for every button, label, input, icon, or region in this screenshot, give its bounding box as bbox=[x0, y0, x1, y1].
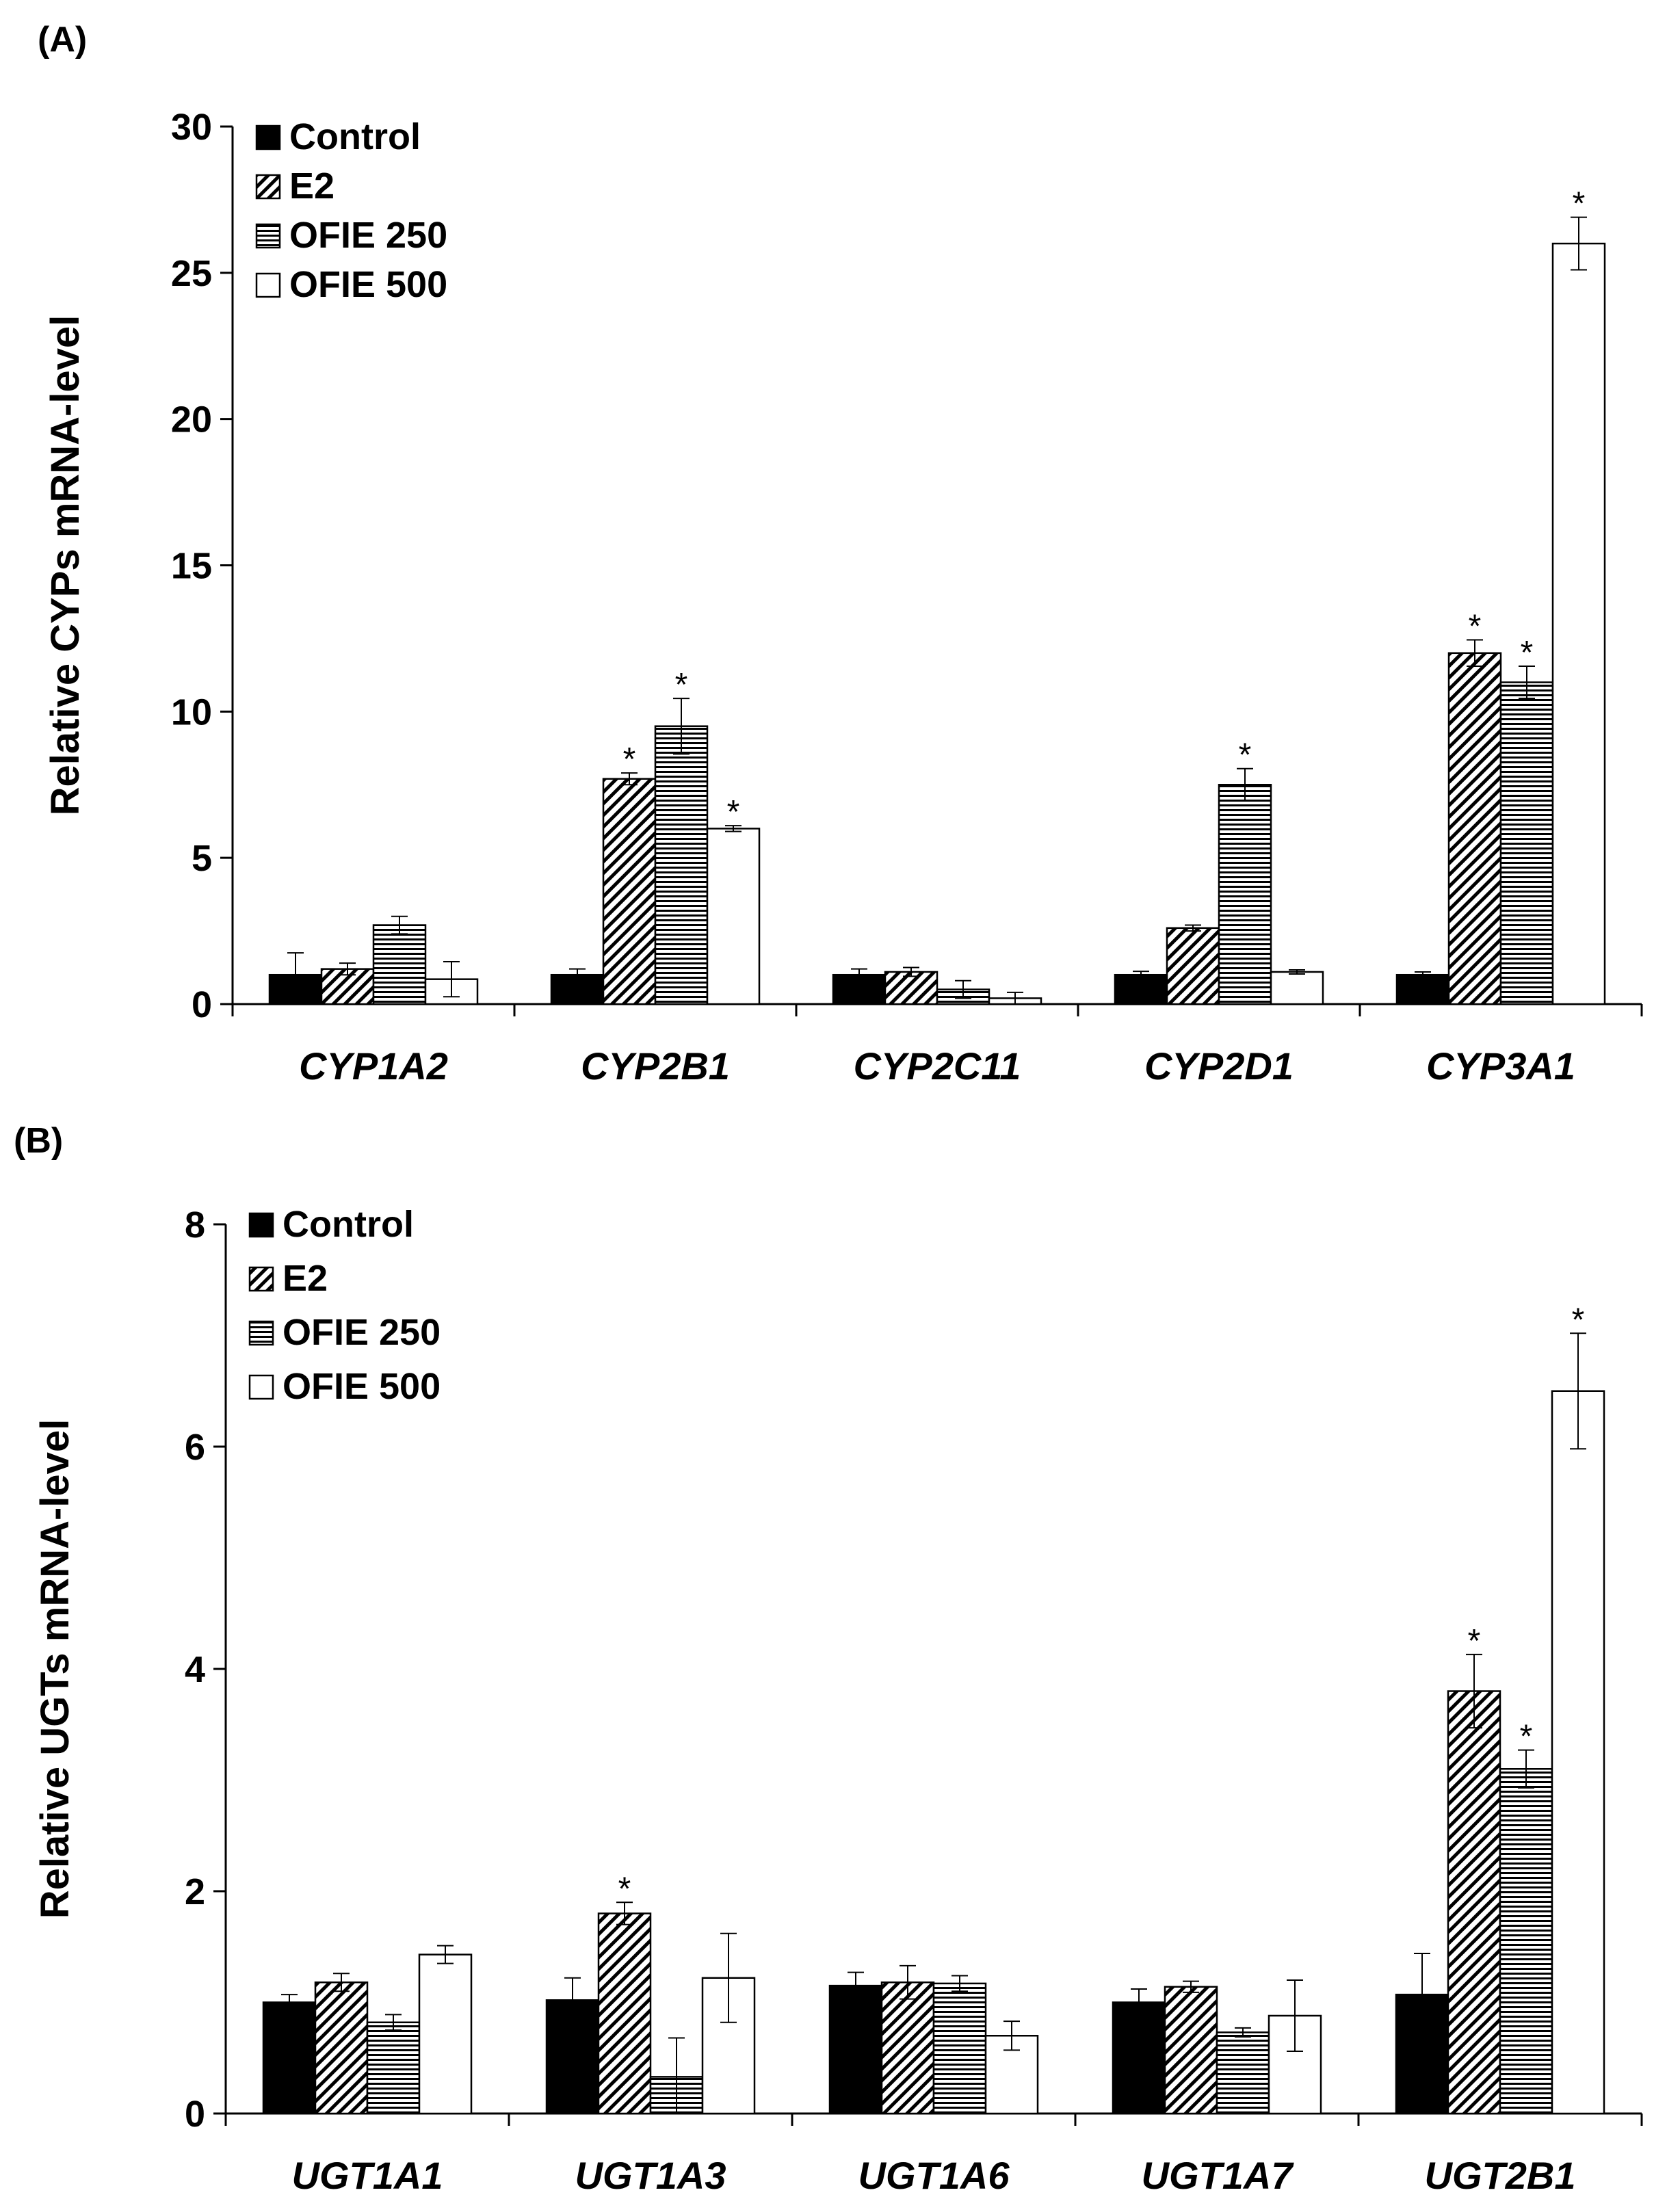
bar-ofie-250-ugt1a6 bbox=[932, 1982, 987, 2115]
bar-e2-ugt1a1 bbox=[314, 1981, 369, 2115]
chart-panel-a: (A) 0 5 10 15 20 25 30 Relative CYPs mRNA-level C… bbox=[38, 20, 1643, 1088]
bar-control-ugt1a6 bbox=[828, 1984, 883, 2115]
legend-swatch-e2 bbox=[248, 1266, 274, 1292]
bar-control-ugt1a1 bbox=[262, 2001, 317, 2115]
y-tick-label: 6 bbox=[185, 1427, 205, 1468]
legend-label-ofie-500: OFIE 500 bbox=[283, 1366, 441, 1407]
bar-e2-ugt1a3 bbox=[597, 1912, 652, 2115]
x-tick-label-cyp1a2: CYP1A2 bbox=[299, 1044, 448, 1088]
x-tick-label-ugt1a7: UGT1A7 bbox=[1142, 2154, 1295, 2197]
bar-e2-cyp3a1 bbox=[1447, 652, 1502, 1005]
legend-label-control: Control bbox=[289, 116, 421, 157]
bar-ofie-250-cyp1a2 bbox=[372, 924, 427, 1005]
panel-label: (B) bbox=[14, 1121, 63, 1161]
significance-star: * bbox=[1239, 737, 1252, 774]
bar-ofie-250-cyp2b1 bbox=[654, 725, 709, 1005]
legend-label-ofie-250: OFIE 250 bbox=[289, 215, 447, 256]
bar-control-cyp2d1 bbox=[1114, 973, 1168, 1005]
legend-swatch-control bbox=[255, 124, 281, 150]
significance-star: * bbox=[1469, 609, 1482, 645]
bar-ofie-250-ugt1a1 bbox=[366, 2021, 421, 2115]
bar-ofie-250-cyp2d1 bbox=[1218, 784, 1272, 1005]
x-tick-label-ugt1a1: UGT1A1 bbox=[292, 2154, 443, 2197]
significance-star: * bbox=[623, 741, 636, 778]
y-axis-label: Relative CYPs mRNA-level bbox=[43, 315, 88, 816]
bar-ofie-500-cyp2d1 bbox=[1270, 971, 1324, 1005]
bar-e2-cyp2d1 bbox=[1166, 927, 1220, 1005]
bar-ofie-500-ugt2b1 bbox=[1551, 1390, 1605, 2115]
y-tick-label: 20 bbox=[171, 399, 212, 440]
bar-e2-ugt1a6 bbox=[880, 1981, 935, 2115]
y-tick-label: 0 bbox=[192, 984, 212, 1025]
x-tick-label-cyp2c11: CYP2C11 bbox=[854, 1044, 1021, 1088]
y-tick-label: 8 bbox=[185, 1204, 205, 1246]
legend-label-e2: E2 bbox=[283, 1258, 328, 1299]
significance-star: * bbox=[1572, 1302, 1585, 1338]
x-tick-label-cyp2b1: CYP2B1 bbox=[581, 1044, 730, 1088]
legend-swatch-ofie-500 bbox=[255, 272, 281, 298]
significance-star: * bbox=[618, 1871, 631, 1907]
y-tick-label: 2 bbox=[185, 1871, 205, 1912]
y-tick-label: 5 bbox=[192, 838, 212, 879]
legend-swatch-e2 bbox=[255, 174, 281, 200]
bar-e2-cyp2b1 bbox=[602, 778, 657, 1005]
legend-label-control: Control bbox=[283, 1204, 414, 1245]
bar-ofie-500-cyp3a1 bbox=[1551, 242, 1606, 1005]
y-tick-label: 10 bbox=[171, 692, 212, 733]
bar-ofie-500-ugt1a1 bbox=[418, 1953, 473, 2115]
y-tick-label: 15 bbox=[171, 546, 212, 587]
bar-ofie-500-cyp2b1 bbox=[706, 828, 761, 1005]
significance-star: * bbox=[727, 794, 740, 830]
panel-label: (A) bbox=[38, 20, 87, 60]
legend-swatch-ofie-500 bbox=[248, 1374, 274, 1400]
y-tick-label: 4 bbox=[185, 1649, 205, 1690]
bar-ofie-250-ugt1a7 bbox=[1216, 2031, 1270, 2115]
legend-swatch-ofie-250 bbox=[248, 1320, 274, 1346]
significance-star: * bbox=[1468, 1623, 1481, 1659]
bar-ofie-250-ugt2b1 bbox=[1499, 1768, 1553, 2115]
significance-star: * bbox=[1520, 1719, 1533, 1755]
x-tick-label-ugt1a6: UGT1A6 bbox=[858, 2154, 1010, 2197]
significance-star: * bbox=[1521, 635, 1534, 671]
x-tick-label-ugt1a3: UGT1A3 bbox=[575, 2154, 726, 2197]
x-tick-label-cyp3a1: CYP3A1 bbox=[1426, 1044, 1575, 1088]
legend-swatch-control bbox=[248, 1212, 274, 1238]
legend-swatch-ofie-250 bbox=[255, 223, 281, 249]
bar-e2-ugt1a7 bbox=[1164, 1986, 1218, 2115]
y-tick-label: 25 bbox=[171, 253, 212, 294]
significance-star: * bbox=[1573, 186, 1586, 222]
legend-label-ofie-250: OFIE 250 bbox=[283, 1312, 441, 1353]
bar-control-ugt1a7 bbox=[1112, 2001, 1166, 2115]
legend-label-e2: E2 bbox=[289, 166, 334, 207]
x-tick-label-cyp2d1: CYP2D1 bbox=[1144, 1044, 1294, 1088]
legend-label-ofie-500: OFIE 500 bbox=[289, 264, 447, 305]
significance-star: * bbox=[675, 667, 688, 703]
y-tick-label: 30 bbox=[171, 107, 212, 148]
bar-control-cyp3a1 bbox=[1395, 973, 1450, 1005]
y-axis-label: Relative UGTs mRNA-level bbox=[33, 1419, 77, 1919]
chart-panel-b: (B) 0 2 4 6 8 Relative UGTs mRNA-level UGT1A1 * U… bbox=[14, 1121, 1643, 2197]
x-tick-label-ugt2b1: UGT2B1 bbox=[1425, 2154, 1576, 2197]
bar-e2-ugt2b1 bbox=[1447, 1690, 1501, 2115]
y-tick-label: 0 bbox=[185, 2094, 205, 2135]
bar-e2-cyp2c11 bbox=[884, 971, 938, 1005]
bar-ofie-250-cyp3a1 bbox=[1499, 681, 1554, 1005]
